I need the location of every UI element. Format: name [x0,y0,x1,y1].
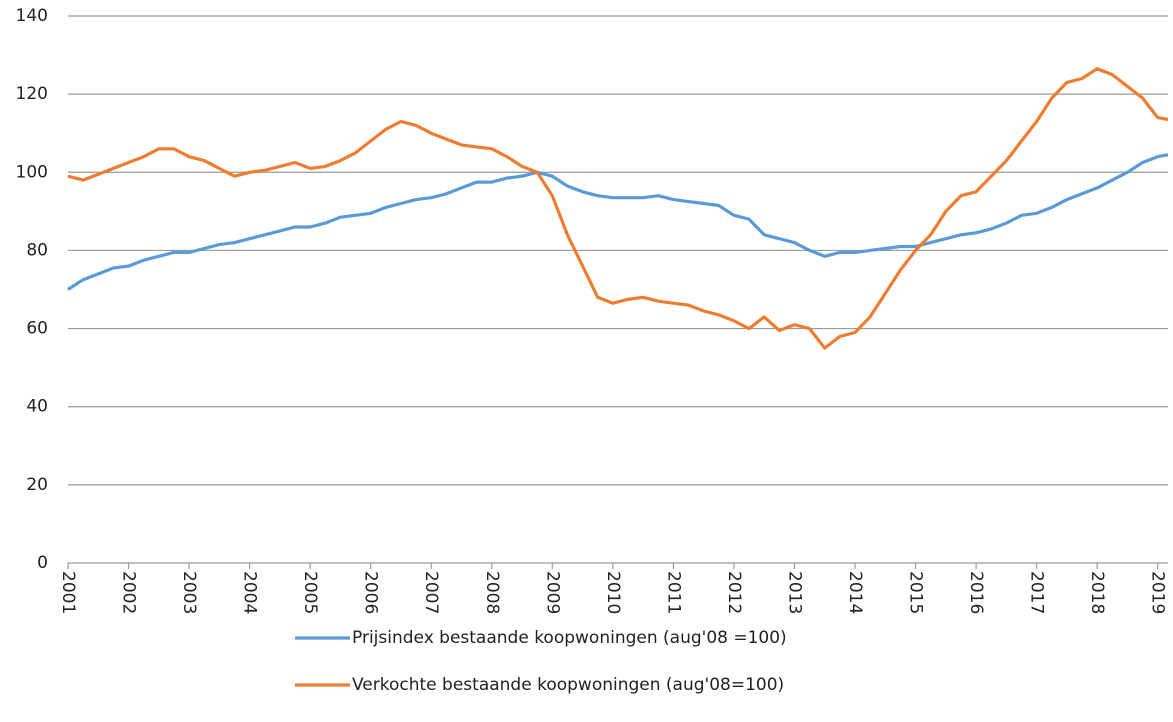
x-tick-label: 2006 [361,571,381,614]
x-tick-label: 2016 [966,571,986,614]
y-tick-label: 80 [26,240,48,260]
y-tick-label: 40 [26,397,48,417]
y-tick-label: 100 [16,162,48,182]
legend-label: Prijsindex bestaande koopwoningen (aug'0… [352,628,787,648]
y-tick-label: 0 [37,553,48,573]
y-tick-label: 20 [26,475,48,495]
legend-label: Verkochte bestaande koopwoningen (aug'08… [352,675,784,695]
x-tick-label: 2012 [724,571,744,614]
x-tick-label: 2017 [1027,571,1047,614]
x-tick-label: 2018 [1087,571,1107,614]
x-tick-label: 2011 [663,571,683,614]
x-tick-label: 2007 [421,571,441,614]
x-tick-label: 2008 [482,571,502,614]
x-tick-label: 2009 [542,571,562,614]
series-line [67,67,1169,350]
x-tick-label: 2014 [845,571,865,614]
x-tick-label: 2003 [179,571,199,614]
y-tick-label: 120 [16,84,48,104]
series-line [67,153,1169,291]
x-tick-label: 2013 [784,571,804,614]
x-tick-label: 2015 [906,571,926,614]
y-tick-label: 60 [26,319,48,339]
y-tick-label: 140 [16,6,48,26]
x-tick-label: 2002 [119,571,139,614]
x-tick-label: 2005 [300,571,320,614]
x-tick-label: 2004 [240,571,260,614]
x-tick-label: 2001 [58,571,78,614]
x-tick-label: 2019 [1148,571,1168,614]
x-tick-label: 2010 [603,571,623,614]
